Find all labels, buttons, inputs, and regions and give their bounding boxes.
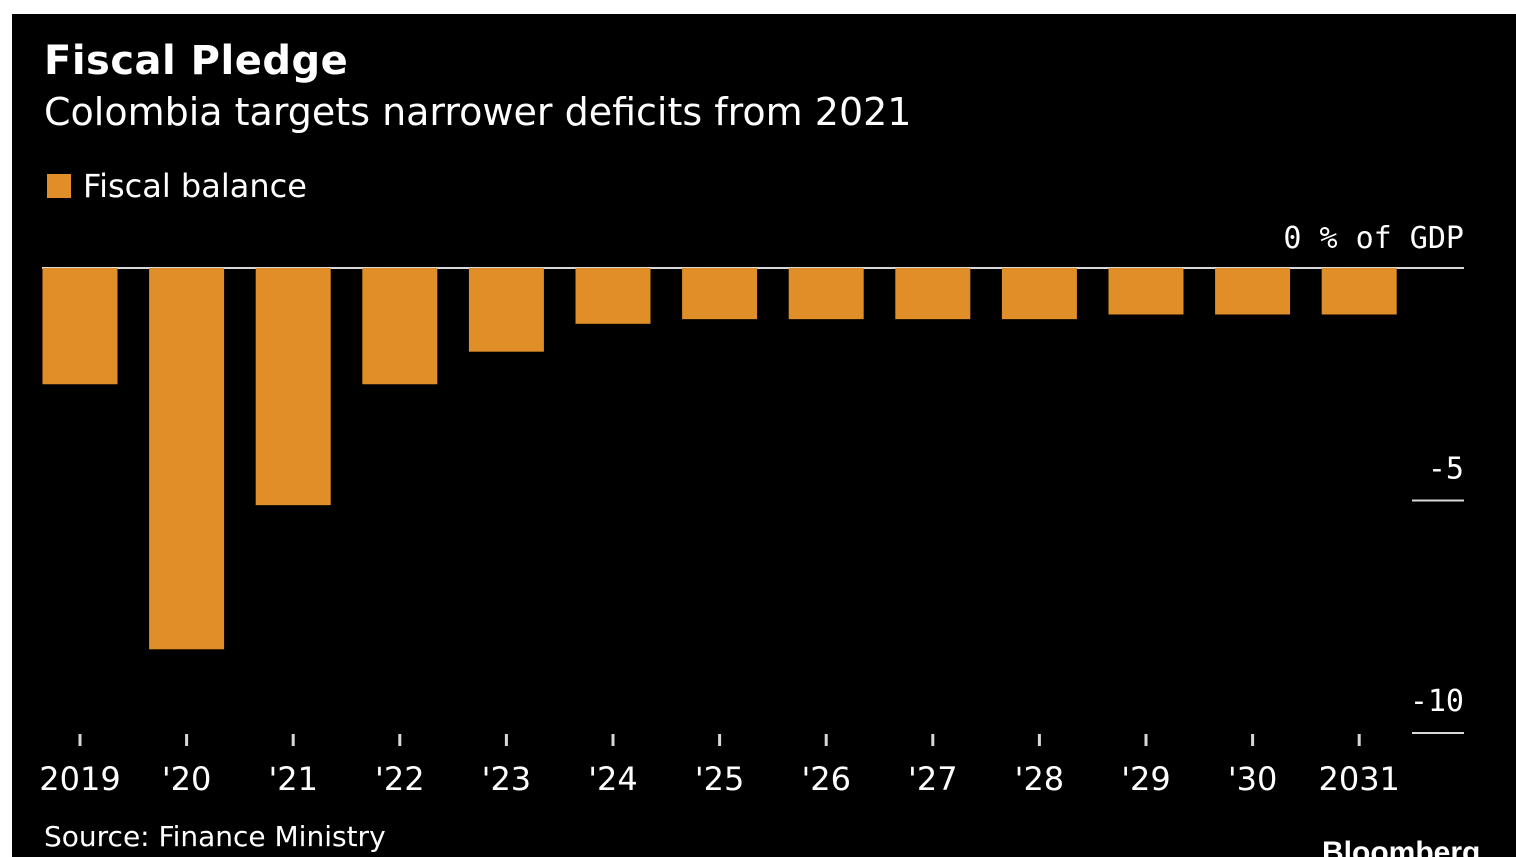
legend: Fiscal balance <box>47 166 307 206</box>
bar <box>895 268 971 320</box>
y-tick-label: 0 % of GDP <box>1283 221 1464 256</box>
bar <box>149 268 225 650</box>
bar <box>42 268 118 385</box>
x-tick-label: '24 <box>588 760 638 798</box>
x-tick-label: '29 <box>1121 760 1171 798</box>
bar <box>788 268 864 320</box>
x-tick-label: '23 <box>482 760 532 798</box>
bar <box>468 268 544 352</box>
bar <box>362 268 438 385</box>
bar <box>1108 268 1184 315</box>
x-tick-label: '26 <box>801 760 851 798</box>
brand-logo: Bloomberg <box>1322 836 1481 857</box>
x-tick-label: 2019 <box>39 760 120 798</box>
bar <box>682 268 758 320</box>
x-tick-label: '30 <box>1228 760 1278 798</box>
bar <box>575 268 651 324</box>
bar-chart: 0 % of GDP -5 -10 2019 '20 '21 '22 '23 '24 '25 '26… <box>39 221 1464 798</box>
x-tick-label: '20 <box>162 760 212 798</box>
legend-swatch <box>47 174 71 198</box>
legend-label: Fiscal balance <box>83 167 307 205</box>
y-tick-label: -10 <box>1410 684 1464 719</box>
bar <box>1001 268 1077 320</box>
x-tick-label: '21 <box>268 760 318 798</box>
chart-panel: Fiscal Pledge Colombia targets narrower … <box>12 14 1516 857</box>
bar <box>255 268 331 506</box>
x-tick-label: '28 <box>1015 760 1065 798</box>
chart-title: Fiscal Pledge <box>44 38 349 84</box>
x-tick-label: '27 <box>908 760 958 798</box>
x-tick-label: 2031 <box>1318 760 1399 798</box>
y-tick-label: -5 <box>1428 452 1464 487</box>
x-tick-label: '25 <box>695 760 745 798</box>
x-tick-label: '22 <box>375 760 425 798</box>
source-note: Source: Finance Ministry <box>44 820 386 853</box>
bar <box>1215 268 1291 315</box>
bar <box>1321 268 1397 315</box>
chart-subtitle: Colombia targets narrower deficits from … <box>44 90 912 134</box>
